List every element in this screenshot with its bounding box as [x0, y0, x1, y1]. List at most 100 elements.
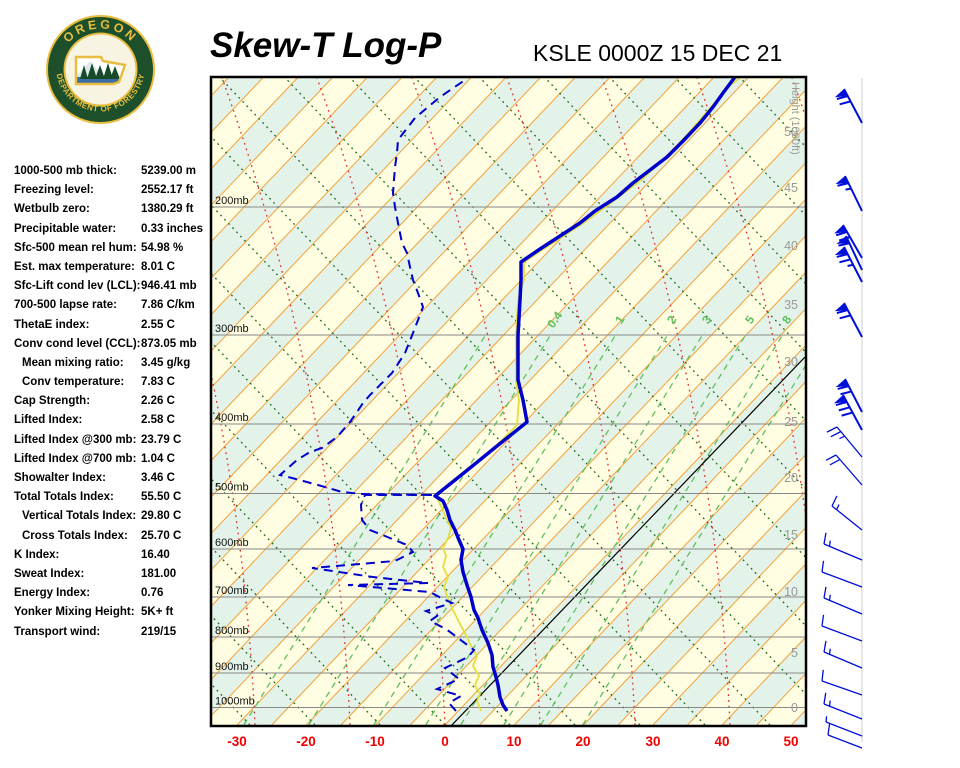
height-tick-label: 30	[784, 355, 798, 369]
stat-row: Mean mixing ratio: 3.45 g/kg	[14, 354, 210, 373]
stat-value: 7.83 C	[141, 376, 175, 389]
pressure-axis: 200mb 300mb 400mb 500mb 600mb 700mb 800mb 900mb…	[212, 195, 805, 708]
height-axis-title: Height (1000ft)	[789, 82, 801, 155]
wind-barbs	[821, 78, 863, 749]
pressure-label: 400mb	[215, 412, 249, 424]
stat-value: 873.05 mb	[141, 337, 197, 350]
temp-tick-label: -30	[227, 734, 247, 749]
pressure-label: 700mb	[215, 585, 249, 597]
temperature-profile	[433, 78, 737, 712]
temp-tick-label: 30	[645, 734, 660, 749]
stat-label: Sfc-Lift cond lev (LCL):	[14, 280, 141, 293]
stat-value: 181.00	[141, 567, 177, 580]
stat-value: 3.46 C	[141, 472, 175, 484]
stat-row: Freezing level: 2552.17 ft	[14, 181, 210, 200]
logo-forest-scene	[76, 57, 125, 84]
pressure-label: 900mb	[215, 661, 249, 673]
stat-label: Lifted Index @300 mb:	[14, 433, 137, 446]
stat-label: Yonker Mixing Height:	[14, 606, 135, 619]
temp-tick-label: 0	[441, 734, 449, 749]
stat-label: Total Totals Index:	[14, 491, 114, 504]
stat-row: Yonker Mixing Height: 5K+ ft	[14, 603, 210, 622]
temp-tick-label: -10	[365, 734, 385, 749]
stat-label: Precipitable water:	[14, 222, 117, 235]
height-tick-label: 0	[791, 701, 798, 715]
stat-value: 29.80 C	[141, 510, 182, 523]
stat-value: 3.45 g/kg	[141, 356, 191, 369]
pressure-label: 500mb	[215, 482, 249, 494]
stat-row: Conv temperature: 7.83 C	[14, 373, 210, 392]
temp-tick-label: 20	[575, 734, 590, 749]
stat-row: Est. max temperature: 8.01 C	[14, 258, 210, 277]
stat-label: Mean mixing ratio:	[22, 356, 124, 369]
stat-value: 5K+ ft	[141, 606, 174, 619]
wetbulb-profile	[435, 78, 742, 712]
height-tick-label: 50	[784, 125, 798, 139]
pressure-label: 300mb	[215, 323, 249, 335]
stat-value: 2.58 C	[141, 414, 175, 427]
stat-row: Cross Totals Index: 25.70 C	[14, 527, 210, 546]
stat-value: 16.40	[141, 548, 170, 561]
stat-value: 7.86 C/km	[141, 299, 195, 312]
stat-row: Sweat Index: 181.00	[14, 565, 210, 584]
stat-value: 2.26 C	[141, 395, 175, 408]
height-tick-label: 45	[784, 181, 798, 195]
stat-value: 5239.00 m	[141, 165, 196, 177]
stat-label: Cap Strength:	[14, 395, 91, 408]
stat-row: Lifted Index: 2.58 C	[14, 411, 210, 430]
plot-border	[209, 75, 808, 728]
stat-row: Precipitable water: 0.33 inches	[14, 220, 210, 239]
stat-value: 1.04 C	[141, 452, 175, 465]
stat-label: Lifted Index:	[14, 414, 83, 427]
stat-value: 2552.17 ft	[141, 184, 194, 197]
stat-row: Vertical Totals Index: 29.80 C	[14, 507, 210, 526]
station-timestamp: KSLE 0000Z 15 DEC 21	[533, 40, 783, 66]
stat-label: Lifted Index @700 mb:	[14, 452, 137, 465]
stat-row: ThetaE index: 2.55 C	[14, 316, 210, 335]
stat-label: Energy Index:	[14, 587, 91, 600]
stat-row: Transport wind: 219/15	[14, 623, 210, 642]
dewpoint-profile	[277, 79, 476, 712]
stat-label: Sweat Index:	[14, 567, 85, 580]
stat-label: Wetbulb zero:	[14, 203, 90, 216]
stat-label: Freezing level:	[14, 184, 94, 197]
pressure-label: 1000mb	[215, 696, 255, 708]
mixing-ratio-lines: 0.4 1 2 3 5 8	[243, 309, 805, 725]
height-tick-label: 35	[784, 298, 798, 312]
stat-label: Conv temperature:	[22, 376, 125, 389]
stat-row: Wetbulb zero: 1380.29 ft	[14, 200, 210, 219]
height-tick-label: 10	[784, 585, 798, 599]
moist-adiabat-lines	[212, 78, 805, 725]
odf-logo: OREGON DEPARTMENT OF FORESTRY	[44, 13, 157, 126]
stat-value: 54.98 %	[141, 241, 184, 254]
stat-value: 2.55 C	[141, 318, 175, 331]
pressure-label: 200mb	[215, 195, 249, 207]
stat-label: Sfc-500 mean rel hum:	[14, 241, 137, 254]
stat-row: 1000-500 mb thick: 5239.00 m	[14, 162, 210, 181]
stat-value: 23.79 C	[141, 433, 182, 446]
temp-tick-label: 50	[783, 734, 798, 749]
stat-row: Total Totals Index: 55.50 C	[14, 488, 210, 507]
dry-adiabat-lines	[212, 78, 805, 725]
height-tick-label: 20	[784, 471, 798, 485]
stat-value: 55.50 C	[141, 491, 182, 504]
stat-label: 700-500 lapse rate:	[14, 299, 117, 312]
temp-tick-label: 40	[714, 734, 729, 749]
stat-label: Transport wind:	[14, 625, 101, 638]
oregon-outline	[74, 55, 127, 86]
height-tick-label: 5	[791, 646, 798, 660]
stat-row: Sfc-500 mean rel hum: 54.98 %	[14, 239, 210, 258]
height-tick-label: 25	[784, 415, 798, 429]
stat-value: 219/15	[141, 625, 177, 638]
stat-value: 0.33 inches	[141, 222, 204, 235]
stat-row: Conv cond level (CCL): 873.05 mb	[14, 335, 210, 354]
temp-tick-label: -20	[296, 734, 316, 749]
stat-value: 0.76	[141, 587, 164, 600]
stat-row: K Index: 16.40	[14, 546, 210, 565]
stat-value: 25.70 C	[141, 529, 182, 542]
height-tick-label: 40	[784, 239, 798, 253]
black-reference-line	[451, 356, 805, 725]
